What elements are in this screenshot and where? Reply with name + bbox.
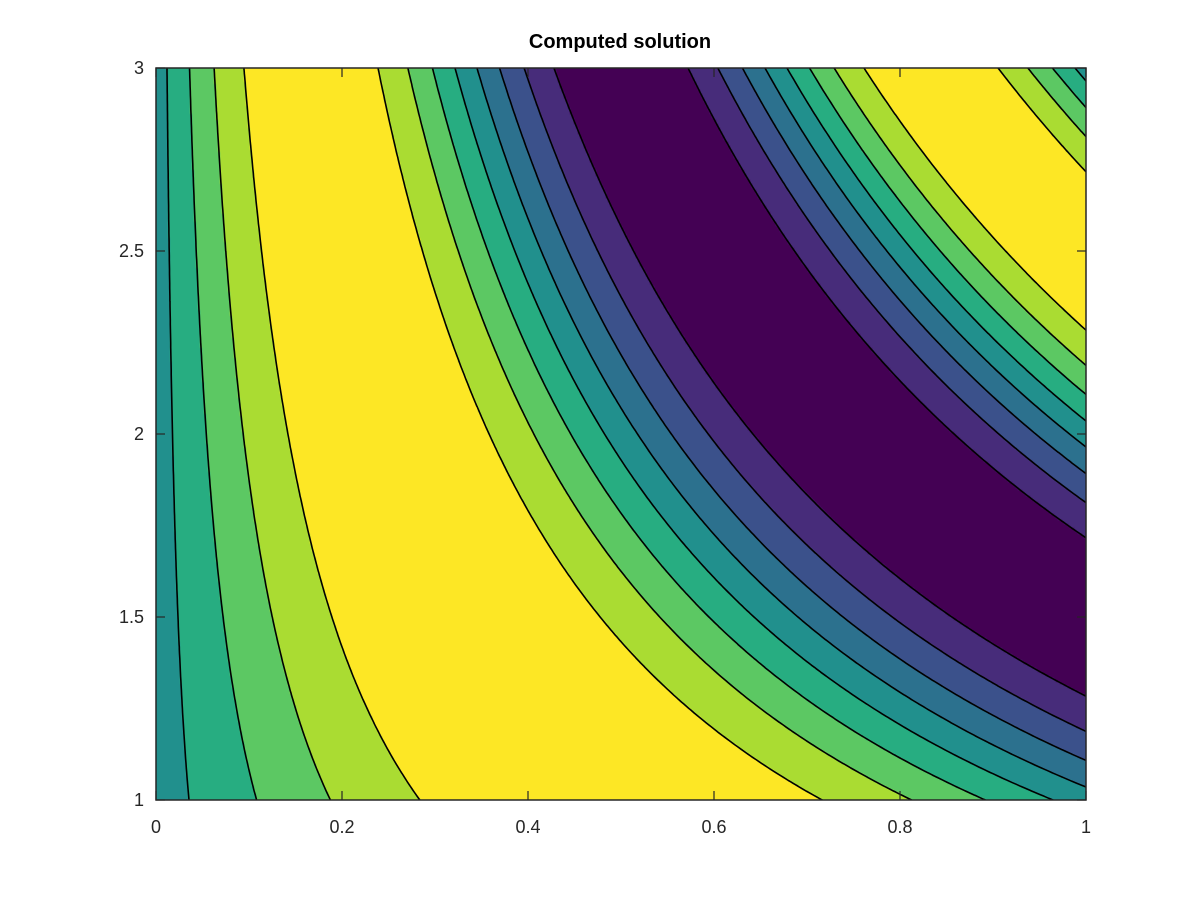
x-tick-label: 0.2 <box>329 817 354 837</box>
y-tick-label: 2 <box>134 424 144 444</box>
contour-lines <box>166 68 1086 800</box>
x-axis: 0 0.2 0.4 0.6 0.8 1 <box>151 68 1091 837</box>
contour-line-7 <box>213 68 1086 800</box>
contour-line-3 <box>498 68 1086 762</box>
y-tick-label: 1.5 <box>119 607 144 627</box>
plot-area <box>156 68 1086 800</box>
y-axis: 1 1.5 2 2.5 3 <box>119 58 1086 810</box>
x-tick-label: 0.4 <box>515 817 540 837</box>
contour-line-5 <box>166 68 1086 800</box>
contour-line-8 <box>243 68 1086 800</box>
x-tick-label: 0.8 <box>887 817 912 837</box>
x-tick-label: 0.6 <box>701 817 726 837</box>
contour-line-6 <box>188 68 1086 800</box>
contour-fill <box>156 68 1086 800</box>
x-tick-label: 0 <box>151 817 161 837</box>
contour-line-1 <box>553 68 1086 697</box>
contour-line-4 <box>476 68 1086 788</box>
contour-line-2 <box>523 68 1086 733</box>
y-tick-label: 2.5 <box>119 241 144 261</box>
chart-title: Computed solution <box>529 31 711 53</box>
y-tick-label: 3 <box>134 58 144 78</box>
y-tick-label: 1 <box>134 790 144 810</box>
x-tick-label: 1 <box>1081 817 1091 837</box>
